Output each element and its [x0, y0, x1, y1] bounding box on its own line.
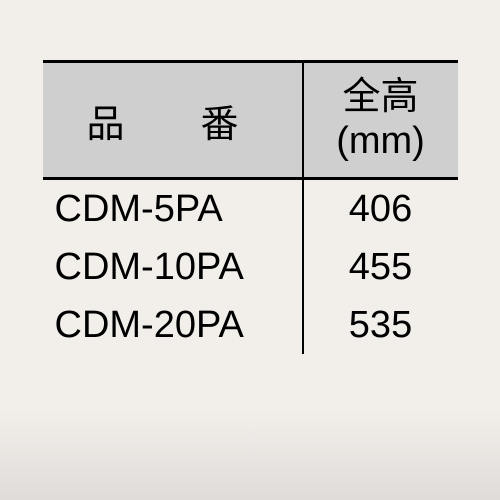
header-height: 全高 (mm) [303, 62, 458, 179]
bottom-vignette [0, 410, 500, 500]
header-height-line2: (mm) [305, 120, 457, 164]
cell-height: 455 [303, 238, 458, 296]
cell-part-number: CDM-5PA [43, 179, 303, 239]
table-row: CDM-20PA535 [43, 296, 458, 354]
cell-part-number: CDM-20PA [43, 296, 303, 354]
table-header-row: 品 番 全高 (mm) [43, 62, 458, 179]
cell-height: 535 [303, 296, 458, 354]
table-row: CDM-10PA455 [43, 238, 458, 296]
cell-part-number: CDM-10PA [43, 238, 303, 296]
header-part-number-label: 品 番 [86, 104, 257, 146]
header-part-number: 品 番 [43, 62, 303, 179]
page: 品 番 全高 (mm) CDM-5PA406CDM-10PA455CDM-20P… [0, 0, 500, 500]
spec-table: 品 番 全高 (mm) CDM-5PA406CDM-10PA455CDM-20P… [43, 60, 458, 354]
cell-height: 406 [303, 179, 458, 239]
header-height-line1: 全高 [305, 76, 457, 120]
table-row: CDM-5PA406 [43, 179, 458, 239]
table-body: CDM-5PA406CDM-10PA455CDM-20PA535 [43, 179, 458, 355]
